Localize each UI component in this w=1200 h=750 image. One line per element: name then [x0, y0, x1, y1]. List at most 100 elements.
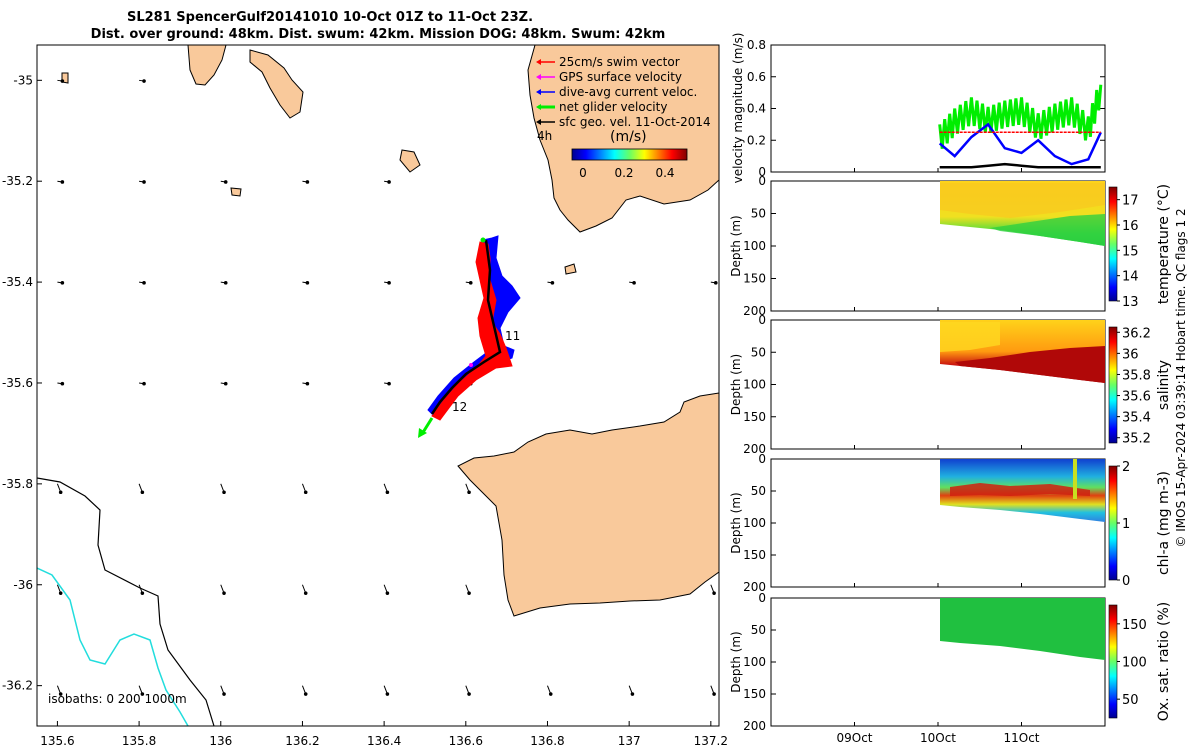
map-xtick-label: 136.8	[530, 734, 564, 748]
sfc-arrow-head	[60, 79, 65, 83]
section-ylabel: Depth (m)	[729, 215, 743, 276]
section-ytick-label: 0	[758, 591, 766, 605]
land-small-islet-4	[564, 263, 577, 275]
speed-colorbar	[571, 148, 688, 161]
sfc-arrow-head	[305, 381, 310, 386]
section-ylabel: Depth (m)	[729, 492, 743, 553]
section-ytick-label: 0	[758, 452, 766, 466]
velocity-panel: 0 0.2 0.4 0.6 0.8 velocity magnitude (m/s)	[731, 33, 1106, 184]
map-ytick-label: -35.6	[2, 376, 33, 390]
sfc-arrow-head	[632, 281, 636, 285]
section-ytick-label: 200	[743, 442, 766, 456]
sfc-arrow-head	[142, 381, 146, 386]
section-ytick-label: 200	[743, 580, 766, 594]
sfc-arrow-head	[467, 490, 471, 495]
cbar-tick-label: 35.6	[1122, 390, 1151, 405]
legend-swatch-head	[536, 74, 541, 80]
cbar-label: salinity	[1156, 360, 1172, 410]
section-ytick-label: 50	[751, 345, 766, 359]
isobaths-label: isobaths: 0 200 1000m	[48, 692, 187, 706]
oxsat-section	[940, 598, 1105, 660]
legend-swatch-head	[536, 119, 541, 125]
sfc-arrow-head	[58, 490, 63, 495]
map-xtick-label: 136	[209, 734, 232, 748]
chla-colorbar	[1108, 465, 1118, 581]
legend-label: 25cm/s swim vector	[559, 55, 680, 69]
legend-label: net glider velocity	[559, 100, 667, 114]
sfc-arrow-head	[305, 281, 310, 285]
map-ytick-label: -35.8	[2, 477, 33, 491]
cbar-label: temperature (°C)	[1156, 184, 1172, 304]
velocity-series-line	[939, 162, 1101, 169]
sfc-arrow-head	[303, 591, 308, 595]
cbar-tick-label: 50	[1122, 693, 1139, 708]
colorbar-unit-label: (m/s)	[610, 129, 647, 145]
section-ytick-label: 100	[743, 378, 766, 392]
chla-surface-bloom	[1073, 459, 1077, 499]
imos-side-note: © IMOS 15-Apr-2024 03:39:14 Hobart time.…	[1174, 208, 1188, 547]
salinity-fresh-patch	[940, 322, 1000, 352]
land-small-islet-2	[399, 149, 421, 173]
section-ytick-label: 100	[743, 239, 766, 253]
sfc-arrow-head	[467, 591, 471, 595]
map-ytick-label: -36	[13, 578, 33, 592]
time-tick-label: 11Oct	[1003, 731, 1039, 745]
cbar-tick-label: 35.2	[1122, 432, 1151, 447]
cbar-tick-label: 13	[1122, 295, 1139, 310]
day-label-12: 12	[452, 400, 467, 414]
map-ytick-label: -35	[13, 73, 33, 87]
section-panels	[770, 180, 1118, 727]
sfc-arrow-head	[387, 381, 391, 386]
velocity-ylabel: velocity magnitude (m/s)	[731, 33, 745, 184]
sfc-arrow-head	[387, 281, 391, 285]
cbar-tick-label: 150	[1122, 618, 1147, 633]
sfc-arrow-head	[140, 591, 145, 595]
section-ytick-label: 50	[751, 623, 766, 637]
cbar-tick-label: 100	[1122, 656, 1147, 671]
sfc-arrow-head	[222, 692, 226, 696]
sfc-arrow-head	[140, 490, 145, 495]
sfc-arrow-head	[385, 692, 390, 696]
colorbar-tick-2: 0.4	[655, 166, 674, 180]
land-eyre-peninsula-islands	[187, 45, 227, 86]
sfc-arrow-head	[142, 281, 146, 285]
sfc-arrow-head	[58, 692, 63, 696]
cbar-tick-label: 36	[1122, 347, 1139, 362]
map-panel: 11 12 isobaths: 0 200 1000m 135.6 135.8 13…	[2, 44, 728, 748]
section-ytick-label: 150	[743, 687, 766, 701]
section-ytick-label: 150	[743, 548, 766, 562]
sfc-arrow-head	[222, 490, 226, 495]
section-ytick-label: 100	[743, 516, 766, 530]
sfc-arrow-head	[142, 79, 146, 83]
isobath-1000m	[37, 567, 189, 726]
sfc-arrow-head	[60, 381, 65, 386]
sfc-arrow-head	[305, 180, 310, 184]
land-island-east	[249, 49, 304, 119]
sfc-arrow-head	[60, 281, 65, 285]
cbar-tick-label: 15	[1122, 244, 1139, 259]
day-label-11: 11	[505, 329, 520, 343]
cbar-tick-label: 14	[1122, 270, 1139, 285]
temperature-warm-layer	[940, 183, 1105, 218]
chla-panel	[770, 458, 1118, 588]
map-ytick-label: -36.2	[2, 679, 33, 693]
time-tick-label: 09Oct	[836, 731, 872, 745]
chla-maximum-layer	[950, 483, 1090, 496]
gps-surface-marker	[469, 363, 473, 367]
glider-path-line	[430, 239, 502, 415]
cbar-tick-label: 35.8	[1122, 368, 1151, 383]
section-ylabel: Depth (m)	[729, 354, 743, 415]
sfc-arrow-head	[142, 180, 146, 184]
cbar-tick-label: 16	[1122, 219, 1139, 234]
salinity-panel	[770, 319, 1118, 450]
salinity-colorbar	[1108, 326, 1118, 444]
cbar-tick-label: 36.2	[1122, 326, 1151, 341]
oxsat-colorbar	[1108, 604, 1118, 719]
sfc-arrow-head	[223, 281, 228, 285]
sfc-arrow-head	[140, 692, 145, 696]
sfc-arrow-head	[385, 490, 390, 495]
map-xtick-label: 136.2	[285, 734, 319, 748]
time-tick-label: 10Oct	[920, 731, 956, 745]
